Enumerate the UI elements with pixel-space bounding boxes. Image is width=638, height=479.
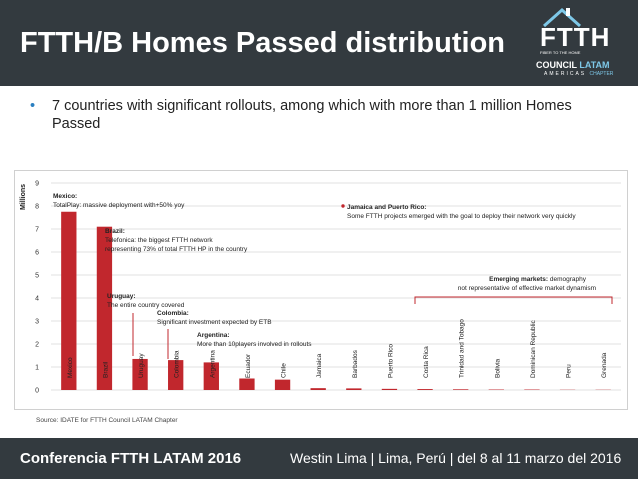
chart-frame: 0 1 2 3 4 5 6 7 8 9 Millions Mexico Brazil Uruguay Col… [14, 170, 628, 410]
x-tick-label: Ecuador [245, 353, 252, 378]
x-tick-label: Puerto Rico [387, 344, 394, 378]
x-tick-label: Argentina [209, 350, 216, 378]
source-note: Source: IDATE for FTTH Council LATAM Cha… [36, 417, 178, 424]
annotation-text: not representative of effective market d… [458, 285, 596, 292]
x-tick-label: Colombia [174, 350, 181, 378]
annotation-text: representing 73% of total FTTH HP in the… [105, 246, 248, 253]
bar [453, 389, 469, 390]
jamaica-puerto-rico-marker-icon [341, 204, 345, 208]
conference-name: Conferencia FTTH LATAM 2016 [20, 450, 242, 467]
y-tick-label: 1 [35, 365, 39, 372]
x-tick-label: Barbados [352, 349, 359, 378]
logo-council-word: COUNCIL [536, 60, 577, 70]
x-tick-label: Bolivia [494, 358, 501, 378]
y-tick-label: 5 [35, 273, 39, 280]
bar [168, 360, 184, 390]
annotation-text: Some FTTH projects emerged with the goal… [347, 213, 576, 220]
y-axis-label: Millions [20, 184, 27, 210]
bar [274, 379, 291, 390]
y-tick-label: 0 [35, 388, 39, 395]
y-tick-label: 9 [35, 181, 39, 188]
logo-americas: AMERICAS CHAPTER [544, 71, 613, 77]
bullet-dot-icon: • [30, 98, 36, 114]
bar [61, 211, 77, 390]
x-tick-label: Peru [566, 364, 573, 378]
annotation-title: Argentina: [197, 332, 230, 339]
annotation-title: Brazil: [105, 228, 125, 235]
annotation-text: TotalPlay: massive deployment with+50% y… [53, 202, 185, 209]
ftth-council-logo: FTTH FIBER TO THE HOME COUNCIL LATAM AME… [518, 7, 630, 80]
bullet-text: 7 countries with significant rollouts, a… [52, 98, 572, 132]
annotation-title: Emerging markets: demography [489, 276, 587, 283]
logo-latam-word: LATAM [579, 60, 610, 70]
annotation-text: More than 10players involved in rollouts [197, 341, 312, 348]
y-tick-label: 4 [35, 296, 39, 303]
y-tick-label: 2 [35, 342, 39, 349]
house-roof-icon [543, 7, 581, 28]
annotation-text: The entire country covered [107, 302, 185, 309]
bar [381, 388, 398, 390]
annotation-title: Uruguay: [107, 293, 136, 300]
logo-chapter-word: CHAPTER [589, 71, 614, 77]
annotation-title: Mexico: [53, 193, 77, 200]
bar [239, 378, 255, 390]
bar-chart: 0 1 2 3 4 5 6 7 8 9 Millions Mexico Brazil Uruguay Col… [20, 181, 621, 395]
y-tick-label: 6 [35, 250, 39, 257]
bar [132, 358, 148, 390]
x-tick-label: Grenada [601, 352, 608, 378]
annotation-text: Telefonica: the biggest FTTH network [105, 237, 213, 244]
x-tick-label: Uruguay [138, 353, 145, 378]
x-tick-label: Brazil [102, 361, 109, 378]
logo-council: COUNCIL LATAM [536, 60, 610, 70]
y-tick-label: 8 [35, 204, 39, 211]
annotation-text: Significant investment expected by ETB [157, 319, 272, 326]
x-tick-label: Trinidad and Tobago [459, 319, 466, 378]
y-tick-label: 7 [35, 227, 39, 234]
bar [96, 226, 113, 390]
bar [417, 389, 433, 390]
x-tick-label: Dominican Republic [530, 319, 537, 378]
y-tick-label: 3 [35, 319, 39, 326]
logo-brand: FTTH [540, 22, 611, 52]
annotation-title-rest: demography [548, 276, 587, 283]
bar [203, 362, 219, 390]
bar [346, 388, 362, 390]
x-tick-label: Costa Rica [423, 346, 430, 378]
title-bar: FTTH/B Homes Passed distribution FTTH FI… [0, 0, 638, 86]
annotation-title: Colombia: [157, 310, 189, 317]
page-title: FTTH/B Homes Passed distribution [20, 27, 505, 59]
emerging-markets-bracket [414, 296, 613, 304]
x-tick-label: Jamaica [316, 353, 323, 378]
annotation-title-bold: Emerging markets: [489, 276, 548, 283]
footer-bar: Conferencia FTTH LATAM 2016 Westin Lima … [0, 438, 638, 479]
bar [310, 388, 326, 390]
annotation-title: Jamaica and Puerto Rico: [347, 204, 426, 211]
x-tick-label: Mexico [67, 357, 74, 378]
logo-tagline: FIBER TO THE HOME [540, 50, 581, 55]
x-tick-label: Chile [281, 363, 288, 378]
logo-americas-word: AMERICAS [544, 71, 587, 77]
venue-dates: Westin Lima | Lima, Perú | del 8 al 11 m… [290, 450, 622, 466]
